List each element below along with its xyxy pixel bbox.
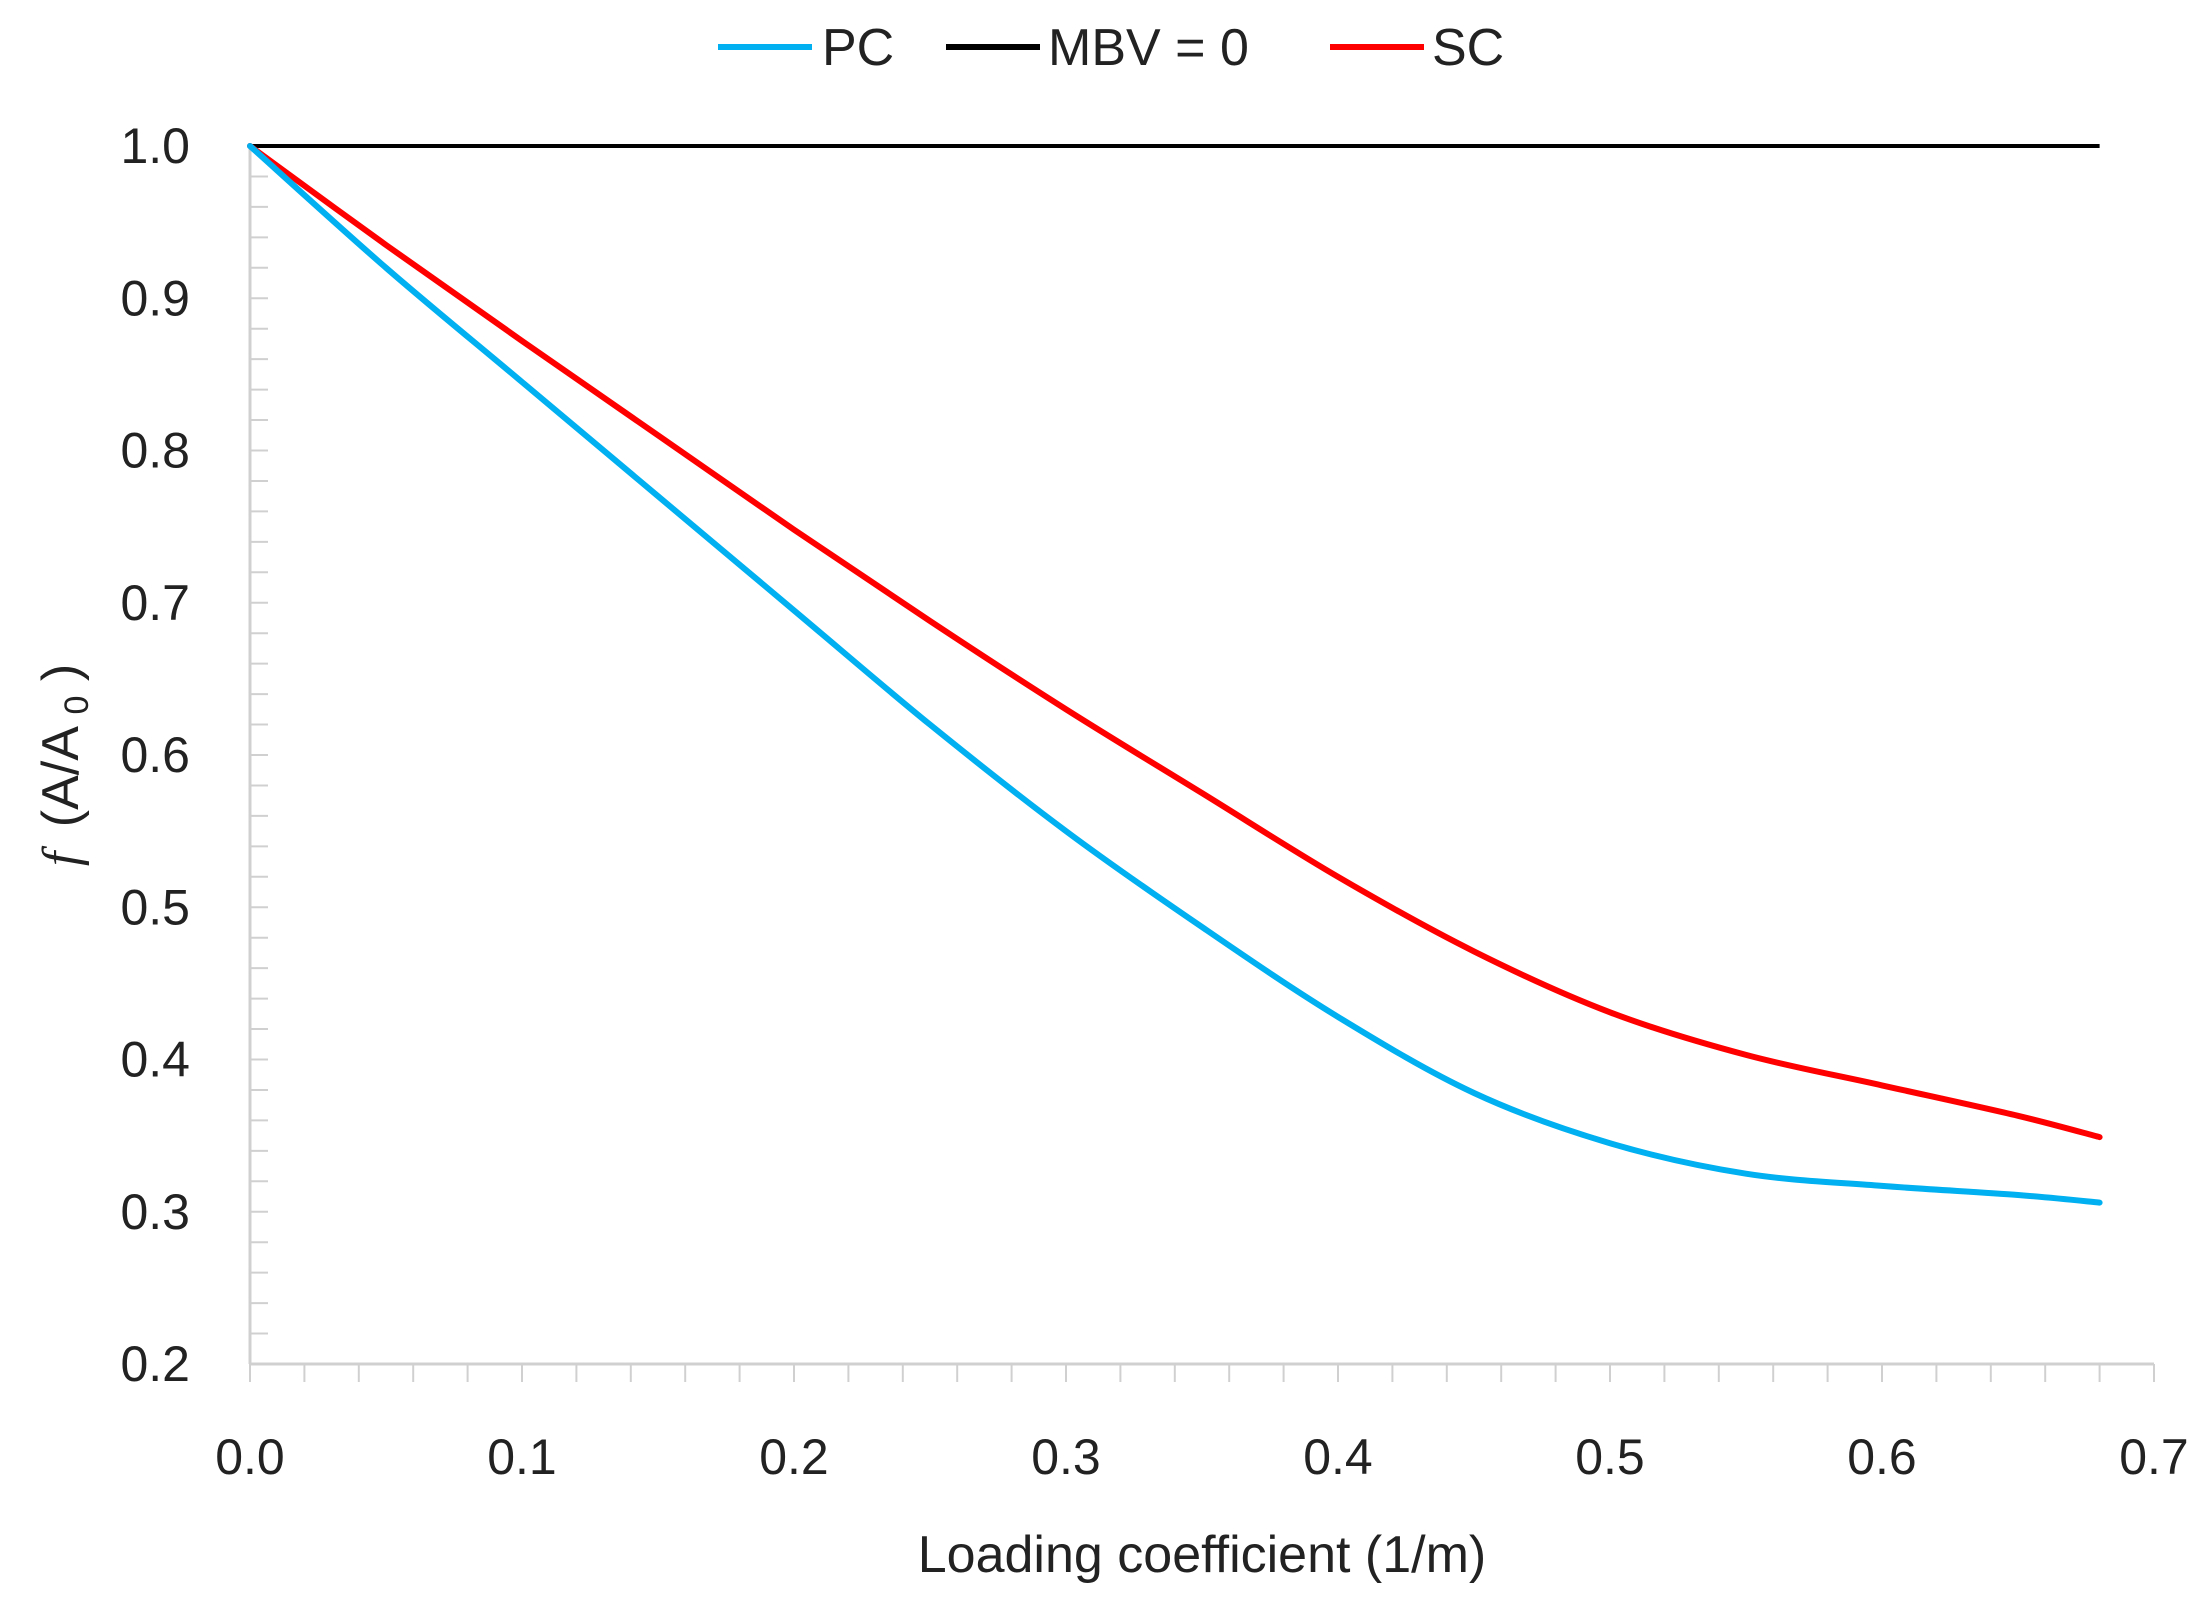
x-tick-label: 0.5 xyxy=(1575,1429,1645,1485)
y-axis-title-f: f xyxy=(33,845,90,866)
y-axis: 0.2 0.3 0.4 0.5 0.6 0.7 0.8 0.9 1.0 xyxy=(120,118,268,1392)
y-tick-label: 0.3 xyxy=(120,1184,190,1240)
legend: PC MBV = 0 SC xyxy=(718,19,1504,77)
x-tick-label: 0.7 xyxy=(2119,1429,2189,1485)
legend-label-pc: PC xyxy=(822,19,894,77)
y-tick-label: 0.9 xyxy=(120,270,190,326)
legend-label-mbv: MBV = 0 xyxy=(1048,19,1249,77)
y-tick-label: 0.4 xyxy=(120,1032,190,1088)
legend-item-pc: PC xyxy=(718,19,894,77)
y-axis-title-main: (A/A xyxy=(32,726,90,827)
y-axis-title: f (A/A 0 ) xyxy=(32,664,100,866)
y-axis-title-sub: 0 xyxy=(58,696,96,715)
x-tick-label: 0.3 xyxy=(1031,1429,1101,1485)
x-tick-label: 0.0 xyxy=(215,1429,285,1485)
legend-item-sc: SC xyxy=(1330,19,1504,77)
x-tick-label: 0.1 xyxy=(487,1429,557,1485)
y-tick-label: 0.6 xyxy=(120,727,190,783)
y-tick-label: 0.8 xyxy=(120,423,190,479)
series-line-pc xyxy=(247,143,2103,1206)
series-layer xyxy=(247,143,2103,1206)
y-tick-label: 1.0 xyxy=(120,118,190,174)
y-tick-label: 0.7 xyxy=(120,575,190,631)
x-tick-labels: 0.0 0.1 0.2 0.3 0.4 0.5 0.6 0.7 xyxy=(215,1429,2189,1485)
y-tick-label: 0.2 xyxy=(120,1336,190,1392)
y-minor-ticks xyxy=(250,145,268,1365)
x-tick-label: 0.4 xyxy=(1303,1429,1373,1485)
legend-item-mbv: MBV = 0 xyxy=(946,19,1249,77)
y-axis-title-suffix: ) xyxy=(32,664,90,681)
series-line-sc xyxy=(247,143,2103,1141)
x-axis: 0.0 0.1 0.2 0.3 0.4 0.5 0.6 0.7 xyxy=(215,1362,2189,1485)
x-axis-title: Loading coefficient (1/m) xyxy=(918,1526,1486,1584)
legend-label-sc: SC xyxy=(1432,19,1504,77)
x-ticks xyxy=(249,1364,2155,1382)
y-tick-labels: 0.2 0.3 0.4 0.5 0.6 0.7 0.8 0.9 1.0 xyxy=(120,118,190,1392)
x-tick-label: 0.6 xyxy=(1847,1429,1917,1485)
y-tick-label: 0.5 xyxy=(120,879,190,935)
x-tick-label: 0.2 xyxy=(759,1429,829,1485)
